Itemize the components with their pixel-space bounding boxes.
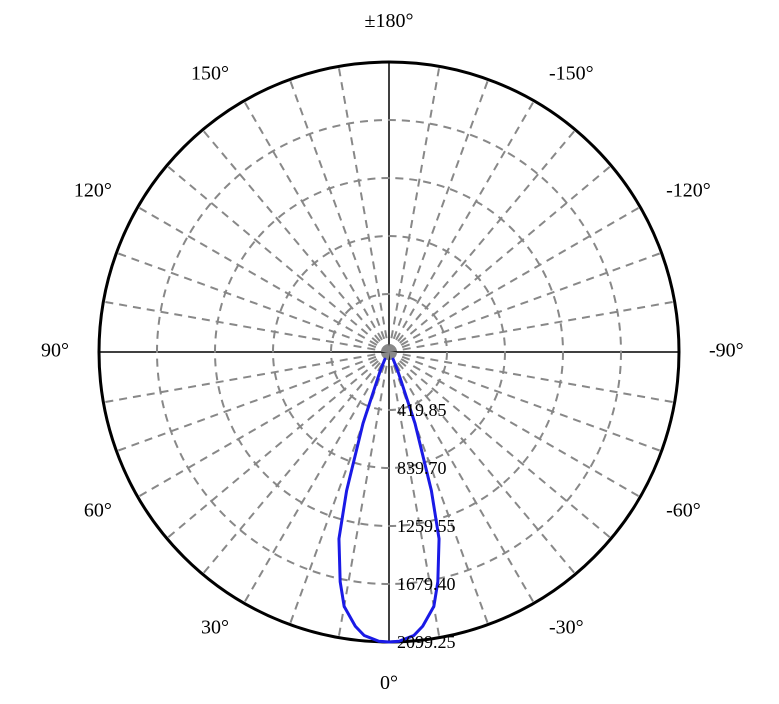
angle-label: 120° xyxy=(74,180,112,202)
angle-label: 0° xyxy=(380,672,398,694)
radial-label: 839.70 xyxy=(397,458,447,478)
spoke xyxy=(290,79,389,352)
angle-label: -30° xyxy=(549,617,584,639)
radial-label: 1259.55 xyxy=(397,516,456,536)
angle-label: 30° xyxy=(201,617,229,639)
radial-label: 1679.40 xyxy=(397,574,456,594)
radial-label: 2099.25 xyxy=(397,632,456,652)
angle-label: -90° xyxy=(709,340,744,362)
radial-labels: 419.85 839.70 1259.55 1679.40 2099.25 xyxy=(397,400,456,652)
polar-chart: 419.85 839.70 1259.55 1679.40 2099.25 0° 30° 60… xyxy=(0,0,779,704)
angle-label: -60° xyxy=(666,500,701,522)
angle-label: 60° xyxy=(84,500,112,522)
radial-label: 419.85 xyxy=(397,400,447,420)
spokes xyxy=(99,62,679,642)
spoke xyxy=(116,352,389,451)
angle-label: -150° xyxy=(549,62,594,84)
angle-label: 150° xyxy=(191,62,229,84)
angle-label: 90° xyxy=(41,340,69,362)
angle-label: -120° xyxy=(666,180,711,202)
angle-label: ±180° xyxy=(365,10,414,32)
